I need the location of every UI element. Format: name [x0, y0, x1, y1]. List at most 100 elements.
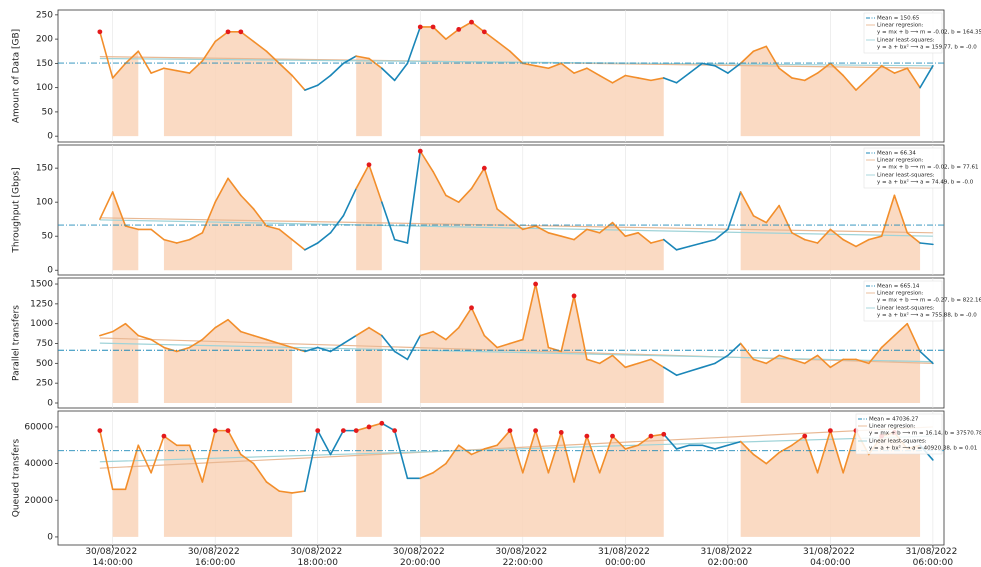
shaded-area: [163, 178, 293, 271]
peak-marker: [417, 24, 423, 30]
y-tick-label: 50: [42, 232, 54, 242]
peak-marker: [315, 428, 321, 434]
data-line-segment: [611, 354, 627, 369]
data-line-segment: [240, 453, 255, 465]
data-line-segment: [304, 84, 319, 91]
peak-marker: [456, 27, 462, 32]
data-line-segment: [214, 31, 229, 43]
legend-box: [863, 12, 943, 54]
peak-marker: [533, 281, 539, 287]
data-line-segment: [175, 238, 191, 244]
data-line-segment: [124, 225, 140, 231]
data-line-segment: [470, 307, 486, 337]
data-line-segment: [727, 440, 742, 447]
shaded-area: [163, 31, 293, 137]
data-line-segment: [662, 433, 678, 450]
data-line-segment: [906, 322, 921, 353]
data-line-segment: [470, 167, 486, 190]
data-line-segment: [316, 74, 332, 87]
data-line-segment: [278, 228, 293, 241]
data-line-segment: [611, 221, 627, 238]
peak-marker: [430, 24, 436, 30]
data-line-segment: [547, 431, 563, 474]
data-line-segment: [855, 358, 870, 365]
data-line-segment: [816, 62, 832, 74]
shaded-area: [112, 323, 139, 404]
data-line-segment: [445, 28, 460, 40]
data-line-segment: [791, 77, 806, 82]
data-line-segment: [381, 67, 396, 82]
data-line-segment: [547, 62, 563, 70]
data-line-segment: [765, 45, 780, 70]
data-line-segment: [842, 74, 857, 91]
data-line-segment: [675, 370, 691, 377]
data-line-segment: [919, 350, 934, 365]
data-line-segment: [163, 435, 178, 447]
data-line-segment: [714, 444, 729, 450]
y-tick-label: 100: [36, 198, 53, 208]
y-tick-label: 1500: [30, 280, 53, 290]
data-line-segment: [406, 334, 422, 361]
data-line-segment: [739, 342, 755, 361]
y-tick-label: 1250: [30, 299, 53, 309]
data-line-segment: [701, 444, 716, 450]
data-line-segment: [227, 318, 242, 333]
shaded-area: [163, 430, 293, 537]
data-line-segment: [150, 67, 165, 74]
data-line-segment: [521, 283, 537, 341]
data-line-segment: [560, 431, 575, 483]
x-tick-label: 30/08/2022 18:00:00: [290, 547, 345, 567]
data-line-segment: [842, 429, 857, 474]
y-tick-label: 0: [47, 532, 53, 542]
legend-label: Mean = 66.34: [877, 151, 916, 157]
data-line-segment: [919, 242, 934, 246]
data-line-segment: [368, 163, 383, 203]
data-line-segment: [304, 242, 319, 251]
data-line-segment: [240, 31, 255, 43]
data-line-segment: [855, 238, 870, 248]
data-line-segment: [111, 62, 127, 79]
data-line-segment: [137, 334, 152, 341]
data-line-segment: [342, 187, 357, 217]
data-line-segment: [252, 462, 268, 483]
peak-marker: [533, 428, 539, 434]
data-line-segment: [906, 232, 921, 244]
data-line-segment: [124, 322, 140, 337]
data-line-segment: [368, 326, 383, 337]
data-line-segment: [291, 346, 306, 353]
data-line-segment: [393, 350, 409, 361]
data-line-segment: [201, 326, 217, 341]
data-line-segment: [624, 444, 639, 450]
data-line-segment: [598, 435, 614, 474]
x-tick-label: 30/08/2022 22:00:00: [495, 547, 550, 567]
data-line-segment: [880, 194, 896, 238]
data-line-segment: [611, 435, 627, 450]
data-line-segment: [99, 330, 114, 337]
data-line-segment: [163, 67, 178, 72]
shaded-area: [112, 51, 139, 137]
data-line-segment: [739, 191, 755, 217]
data-line-segment: [816, 354, 832, 369]
data-line-segment: [816, 429, 832, 474]
data-line-segment: [393, 429, 409, 480]
data-line-segment: [688, 366, 704, 373]
data-line-segment: [765, 451, 780, 465]
data-line-segment: [457, 187, 473, 203]
x-tick-label: 30/08/2022 14:00:00: [85, 547, 140, 567]
data-line-segment: [381, 201, 396, 241]
data-line-segment: [457, 21, 473, 31]
data-line-segment: [598, 74, 614, 84]
peak-marker: [584, 433, 590, 439]
legend-label: Linear least-squares:: [877, 306, 935, 312]
data-line-segment: [688, 62, 704, 74]
data-line-segment: [278, 342, 293, 349]
data-line-segment: [278, 490, 293, 494]
legend-label: y = a + bx² ⟶ a = 40920.38, b = 0.01: [869, 445, 977, 452]
data-line-segment: [291, 74, 306, 91]
data-line-segment: [842, 238, 857, 248]
shaded-area: [356, 56, 382, 137]
legend-label: Mean = 150.65: [877, 16, 920, 22]
data-line-segment: [342, 334, 357, 345]
legend-label: Linear regresion:: [877, 158, 924, 164]
data-line-segment: [496, 40, 511, 53]
